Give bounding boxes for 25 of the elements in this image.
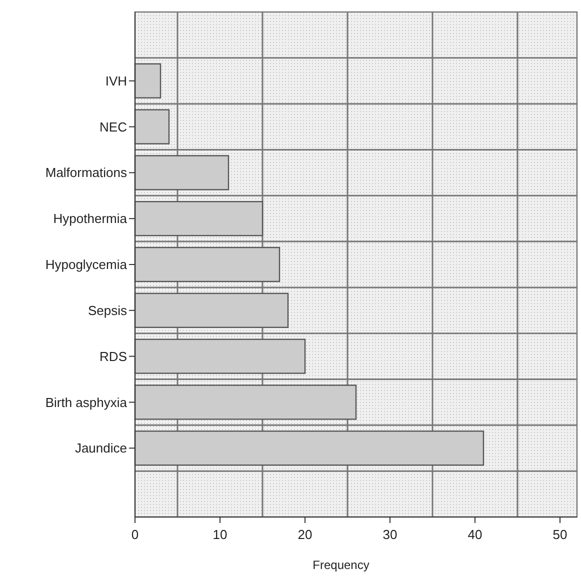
bar [134, 246, 280, 282]
bar [134, 430, 484, 466]
x-tick-label: 10 [212, 527, 228, 542]
y-tick-label: Hypothermia [53, 211, 128, 226]
x-tick-label: 30 [382, 527, 398, 542]
y-tick-label: Birth asphyxia [45, 394, 128, 410]
bar [134, 63, 162, 98]
y-tick-label: IVH [105, 73, 127, 88]
y-tick-label: NEC [100, 119, 127, 134]
x-tick-label: 50 [552, 527, 568, 542]
bar [134, 384, 357, 420]
y-tick-label: Hypoglycemia [45, 257, 128, 272]
bar [134, 201, 264, 236]
y-tick-label: RDS [100, 348, 128, 364]
bar [134, 155, 230, 190]
x-tick-label: 0 [131, 527, 139, 542]
y-tick-label: Sepsis [88, 302, 128, 318]
bar [134, 109, 170, 144]
x-tick-label: 40 [468, 527, 482, 542]
bar [134, 292, 289, 328]
bar [134, 338, 306, 374]
y-tick-label: Jaundice [74, 440, 127, 456]
y-tick-label: Malformations [45, 165, 128, 180]
x-axis-title: Frequency [312, 558, 370, 572]
x-tick-label: 20 [298, 527, 312, 542]
